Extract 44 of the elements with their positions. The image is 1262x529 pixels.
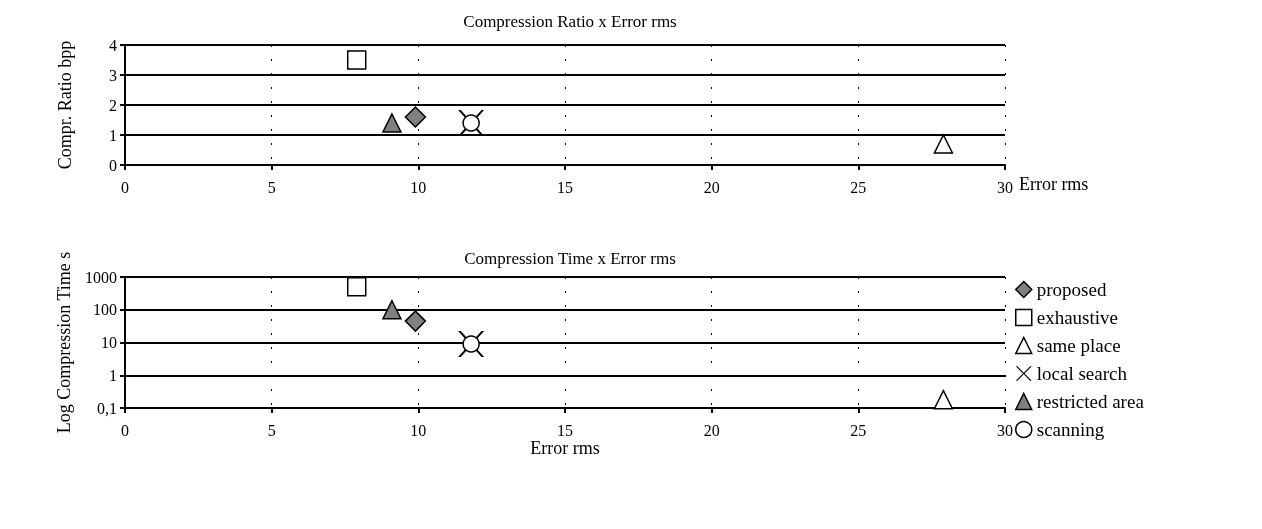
x-tick-label: 20 — [703, 178, 720, 196]
y-axis-title: Log Compression Time s — [54, 251, 75, 434]
x-tick-label: 5 — [267, 421, 276, 439]
point — [404, 310, 427, 332]
x-tick-label: 25 — [850, 421, 867, 439]
y-tick-label: 100 — [93, 301, 117, 319]
y-tick-label: 0,1 — [97, 399, 117, 417]
legend-label: same place — [1036, 335, 1121, 356]
point — [382, 300, 402, 320]
point — [346, 50, 367, 70]
y-tick-label: 4 — [109, 36, 117, 54]
point — [404, 106, 427, 128]
y-tick-label: 3 — [109, 66, 117, 84]
point — [933, 134, 954, 154]
legend-label: restricted area — [1036, 391, 1145, 412]
x-tick-label: 15 — [557, 178, 573, 196]
x-tick-label: 15 — [557, 421, 573, 439]
x-tick-label: 5 — [267, 178, 276, 196]
y-tick-label: 0 — [109, 156, 117, 174]
y-tick-label: 1 — [109, 366, 117, 384]
legend-label: proposed — [1036, 279, 1107, 300]
y-tick-label: 2 — [109, 96, 117, 114]
point — [933, 389, 954, 410]
y-tick-label: 1000 — [85, 268, 117, 286]
x-tick-label: 25 — [850, 178, 867, 196]
legend-label: exhaustive — [1036, 307, 1119, 328]
x-tick-label: 30 — [997, 178, 1013, 196]
x-tick-label: 10 — [410, 421, 427, 439]
x-axis-title: Error rms — [1018, 174, 1089, 194]
x-tick-label: 20 — [703, 421, 720, 439]
x-axis-title: Error rms — [530, 437, 600, 458]
legend-label: scanning — [1036, 419, 1105, 440]
chart-title: Compression Ratio x Error rms — [463, 12, 677, 31]
chart-title: Compression Time x Error rms — [464, 249, 676, 268]
point — [382, 113, 402, 133]
x-tick-label: 30 — [997, 421, 1013, 439]
x-tick-label: 0 — [121, 178, 129, 196]
y-axis-title: Compr. Ratio bpp — [55, 40, 75, 170]
legend-label: local search — [1036, 363, 1128, 384]
y-tick-label: 1 — [109, 126, 117, 144]
x-tick-label: 10 — [410, 178, 427, 196]
x-tick-label: 0 — [121, 421, 129, 439]
y-tick-label: 10 — [101, 334, 117, 351]
point — [346, 277, 367, 297]
